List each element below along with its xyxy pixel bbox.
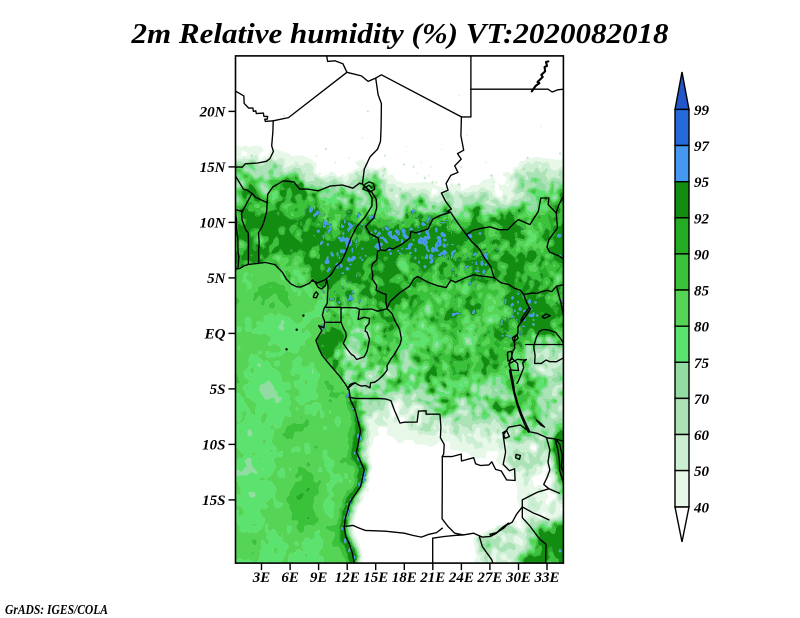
svg-text:30E: 30E (505, 570, 531, 586)
svg-text:12E: 12E (335, 570, 360, 586)
svg-text:85: 85 (694, 284, 710, 300)
svg-text:15N: 15N (200, 160, 227, 176)
svg-text:80: 80 (694, 320, 710, 336)
svg-text:50: 50 (694, 464, 710, 480)
svg-text:2m Relative humidity (%) VT:20: 2m Relative humidity (%) VT:2020082018 (130, 18, 669, 50)
svg-text:60: 60 (694, 428, 710, 444)
svg-text:33E: 33E (533, 570, 559, 586)
svg-text:6E: 6E (281, 570, 299, 586)
svg-text:27E: 27E (476, 570, 502, 586)
svg-text:70: 70 (694, 392, 710, 408)
svg-text:18E: 18E (392, 570, 417, 586)
svg-text:3E: 3E (252, 570, 271, 586)
svg-text:99: 99 (694, 103, 710, 119)
svg-text:10N: 10N (200, 215, 227, 231)
svg-text:75: 75 (694, 356, 710, 372)
svg-text:90: 90 (694, 247, 710, 263)
svg-text:92: 92 (694, 211, 710, 227)
svg-text:15S: 15S (202, 493, 225, 509)
svg-text:97: 97 (694, 139, 710, 155)
svg-text:21E: 21E (419, 570, 445, 586)
svg-text:EQ: EQ (204, 326, 226, 342)
svg-text:15E: 15E (363, 570, 388, 586)
svg-text:5S: 5S (210, 382, 226, 398)
svg-text:9E: 9E (310, 570, 328, 586)
svg-text:10S: 10S (202, 437, 225, 453)
svg-text:40: 40 (693, 501, 710, 517)
svg-text:95: 95 (694, 175, 710, 191)
svg-text:20N: 20N (199, 104, 227, 120)
svg-text:5N: 5N (207, 271, 227, 287)
svg-text:GrADS: IGES/COLA: GrADS: IGES/COLA (5, 603, 108, 618)
svg-text:24E: 24E (448, 570, 474, 586)
